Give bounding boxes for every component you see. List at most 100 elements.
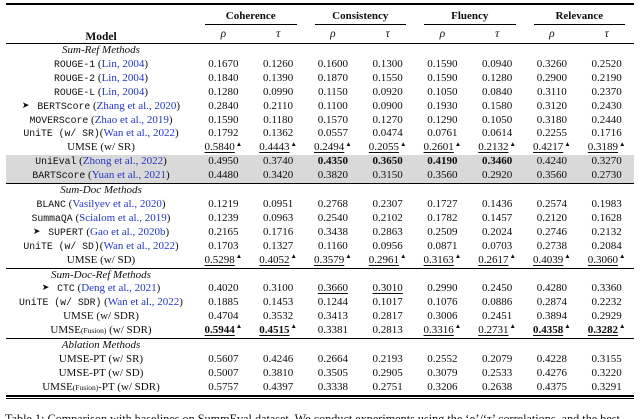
citation-link[interactable]: Scialom et al., 2019 bbox=[79, 211, 167, 224]
significance-triangle-icon: ▲ bbox=[454, 323, 462, 331]
model-name-text: ( bbox=[74, 282, 82, 295]
metric-value-cell: 0.2430 bbox=[579, 100, 634, 114]
model-name-text: UniTE (w/ SD) bbox=[23, 240, 100, 252]
metric-value: 0.3650 bbox=[372, 155, 403, 168]
citation-link[interactable]: Gao et al., 2020b bbox=[90, 225, 166, 238]
metric-value-cell: 0.5840▲ bbox=[196, 141, 251, 155]
citation-link[interactable]: Zhang et al., 2020 bbox=[96, 99, 177, 112]
group-header-row: Model Coherence Consistency Fluency Rele… bbox=[6, 4, 635, 43]
metric-value: 0.1727 bbox=[427, 197, 458, 210]
metric-value: 0.2746 bbox=[536, 225, 568, 238]
model-name-text: ( bbox=[83, 225, 90, 238]
citation-link[interactable]: Wan et al., 2022 bbox=[103, 127, 175, 140]
table-row: ➤ SUPERT (Gao et al., 2020b) 0.2165 0.1716… bbox=[6, 226, 634, 240]
metric-value-cell: 0.3413 bbox=[306, 310, 361, 324]
metric-value-cell: 0.1150 bbox=[306, 86, 361, 100]
metric-value: 0.2451 bbox=[482, 310, 513, 323]
metric-value-cell: 0.2874 bbox=[525, 296, 580, 310]
metric-value: 0.2110 bbox=[263, 99, 294, 112]
metric-value: 0.1453 bbox=[263, 296, 294, 309]
metric-value-cell: 0.1390 bbox=[251, 72, 306, 86]
metric-value-cell: 0.1590 bbox=[196, 114, 251, 128]
citation-link[interactable]: Vasilyev et al., 2020 bbox=[72, 197, 162, 210]
metric-value-cell: 0.2110 bbox=[251, 100, 306, 114]
metric-value-cell: 0.0963 bbox=[251, 212, 306, 226]
metric-value: 0.3189 bbox=[587, 141, 619, 154]
metric-value: 0.1792 bbox=[208, 127, 239, 140]
model-name-cell: BARTScore (Yuan et al., 2021) bbox=[6, 169, 196, 184]
metric-value-cell: 0.3316▲ bbox=[415, 324, 470, 338]
metric-value-cell: 0.3163▲ bbox=[415, 253, 470, 268]
metric-value: 0.2190 bbox=[591, 71, 622, 84]
model-name-text: UMSE-PT (w/ SD) bbox=[58, 366, 144, 379]
metric-value-cell: 0.5944▲ bbox=[196, 324, 251, 338]
metric-value: 0.3206 bbox=[427, 380, 458, 393]
metric-value-cell: 0.2731▲ bbox=[470, 324, 525, 338]
metric-value: 0.3180 bbox=[536, 113, 568, 126]
metric-value: 0.3413 bbox=[317, 310, 348, 323]
metric-value-cell: 0.3438 bbox=[306, 226, 361, 240]
metric-value: 0.2132 bbox=[478, 141, 509, 154]
model-name-text: ( bbox=[76, 155, 83, 168]
metric-value-cell: 0.0940 bbox=[470, 58, 525, 72]
model-name-cell: UMSE (w/ SD) bbox=[6, 254, 196, 268]
table-row: UMSE-PT (w/ SR) 0.5607 0.4246 0.2664 0.2193 0… bbox=[6, 353, 634, 367]
citation-link[interactable]: Zhong et al., 2022 bbox=[82, 155, 164, 168]
metric-value-cell: 0.2961▲ bbox=[360, 253, 415, 268]
metric-value: 0.3438 bbox=[317, 225, 348, 238]
citation-link[interactable]: Yuan et al., 2021 bbox=[91, 169, 166, 182]
metric-value-cell: 0.1327 bbox=[251, 240, 306, 254]
metric-value-cell: 0.2863 bbox=[360, 226, 415, 240]
metric-value-cell: 0.3291 bbox=[579, 381, 634, 396]
metric-value: 0.2874 bbox=[536, 296, 568, 309]
section-header-row: Sum-Ref Methods bbox=[6, 44, 634, 58]
metric-value-cell: 0.1457 bbox=[470, 212, 525, 226]
metric-value: 0.3006 bbox=[427, 310, 458, 323]
citation-link[interactable]: Lin, 2004 bbox=[101, 71, 145, 84]
metric-value-cell: 0.3155 bbox=[579, 353, 634, 367]
citation-link[interactable]: Lin, 2004 bbox=[101, 57, 145, 70]
model-name-cell: UniTE (w/ SDR) (Wan et al., 2022) bbox=[6, 296, 196, 310]
group-header-relevance: Relevance bbox=[525, 4, 635, 25]
metric-value-cell: 0.2900 bbox=[525, 72, 580, 86]
metric-value: 0.1219 bbox=[208, 197, 239, 210]
section-title: Sum-Ref Methods bbox=[62, 44, 140, 56]
metric-value: 0.2102 bbox=[372, 211, 403, 224]
citation-link[interactable]: Lin, 2004 bbox=[101, 85, 145, 98]
model-name-text: UMSE (w/ SR) bbox=[67, 141, 135, 154]
metric-value: 0.2509 bbox=[427, 225, 458, 238]
significance-triangle-icon: ▲ bbox=[564, 252, 571, 260]
metric-value: 0.0951 bbox=[263, 197, 294, 210]
metric-value-cell: 0.1160 bbox=[306, 240, 361, 254]
metric-value: 0.3505 bbox=[317, 366, 348, 379]
model-name-cell: ROUGE-2 (Lin, 2004) bbox=[6, 72, 196, 86]
metric-value: 0.2929 bbox=[591, 310, 622, 323]
metric-value-cell: 0.3650 bbox=[360, 155, 416, 170]
metric-value-cell: 0.2768 bbox=[306, 198, 361, 212]
metric-value-cell: 0.3560 bbox=[415, 169, 470, 184]
metric-value-cell: 0.3079 bbox=[415, 367, 470, 381]
model-name-cell: UniEval (Zhong et al., 2022) bbox=[6, 155, 196, 170]
citation-link[interactable]: Deng et al., 2021 bbox=[81, 282, 157, 295]
metric-value-cell: 0.3110 bbox=[525, 86, 580, 100]
metric-value: 0.3579 bbox=[314, 253, 345, 266]
metric-value: 0.4190 bbox=[427, 155, 458, 168]
metric-value-cell: 0.3532 bbox=[251, 310, 306, 324]
table-row: UMSE (w/ SDR) 0.4704 0.3532 0.3413 0.2817 0.3… bbox=[6, 310, 634, 324]
metric-value-cell: 0.3810 bbox=[251, 367, 306, 381]
citation-link[interactable]: Wan et al., 2022 bbox=[107, 296, 180, 309]
metric-value: 0.3894 bbox=[536, 310, 568, 323]
citation-link[interactable]: Zhao et al., 2019 bbox=[94, 113, 169, 126]
metric-value: 0.0886 bbox=[482, 296, 513, 309]
metric-value-cell: 0.4276 bbox=[525, 367, 580, 381]
citation-link[interactable]: Wan et al., 2022 bbox=[103, 239, 175, 252]
metric-value: 0.1244 bbox=[317, 296, 348, 309]
metric-value-cell: 0.2494▲ bbox=[306, 141, 361, 155]
model-name-text: BARTScore bbox=[32, 170, 86, 182]
model-name-text: ) bbox=[144, 57, 149, 70]
metric-value-cell: 0.3460 bbox=[469, 155, 525, 170]
metric-value-cell: 0.4350 bbox=[305, 155, 361, 170]
metric-value-cell: 0.0956 bbox=[360, 240, 415, 254]
model-name-cell: UMSE(Fusion) (w/ SDR) bbox=[6, 324, 196, 338]
metric-value: 0.0557 bbox=[317, 127, 348, 140]
